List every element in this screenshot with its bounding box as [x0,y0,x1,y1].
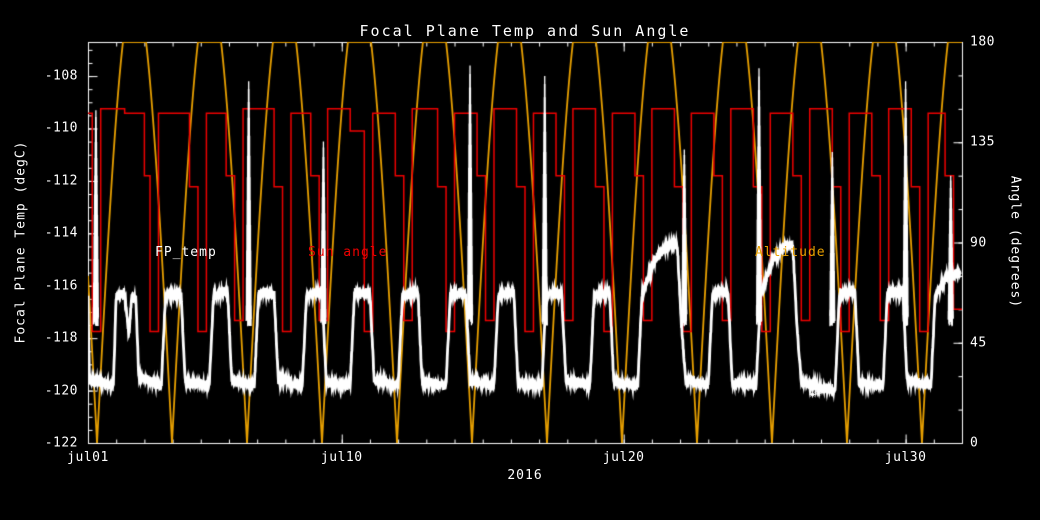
legend-fp-temp: FP_temp [155,245,217,260]
right-y-tick-label: 90 [970,235,987,250]
left-y-tick-label: -114 [44,225,78,241]
left-axis-title: Focal Plane Temp (degC) [13,140,29,344]
legend-altitude: Altitude [755,245,826,260]
chart-title: Focal Plane Temp and Sun Angle [359,22,691,40]
x-axis-year-label: 2016 [507,468,543,483]
x-tick-label: jul20 [602,450,645,465]
left-y-tick-label: -108 [44,68,78,84]
left-y-tick-label: -112 [44,173,78,189]
left-y-tick-label: -118 [44,330,78,346]
right-y-tick-label: 180 [970,34,995,50]
legend-sun-angle: Sun angle [308,245,388,260]
right-y-tick-label: 0 [970,435,979,451]
left-y-tick-label: -116 [44,278,78,294]
left-y-tick-label: -110 [44,120,78,136]
right-y-tick-label: 45 [970,335,987,351]
x-tick-label: jul30 [884,450,927,465]
left-y-tick-label: -122 [44,435,78,451]
right-y-tick-label: 135 [970,134,995,150]
x-tick-label: jul10 [320,450,363,465]
x-tick-label: jul01 [67,450,109,465]
right-axis-title: Angle (degrees) [1007,175,1023,309]
left-y-tick-label: -120 [44,383,78,399]
